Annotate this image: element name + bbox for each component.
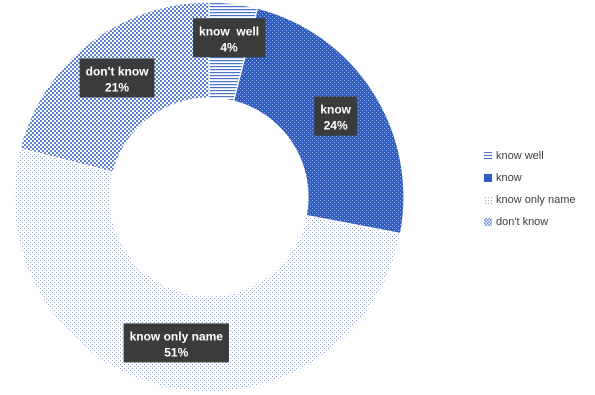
legend-item-know: know xyxy=(484,167,576,189)
legend-label-know: know xyxy=(496,172,522,184)
legend-label-know-only-name: know only name xyxy=(496,194,576,206)
data-label-know: know 24% xyxy=(314,96,357,136)
data-label-category: know only name xyxy=(130,329,224,343)
legend-label-know-well: know well xyxy=(496,150,544,162)
data-labels: know well 4% know 24% know only name 51% don't… xyxy=(79,18,357,363)
legend-label-dont-know: don't know xyxy=(496,216,549,228)
legend-swatch-know-well xyxy=(484,152,492,160)
data-label-don-t-know: don't know 21% xyxy=(79,58,155,98)
legend-swatch-know xyxy=(484,174,492,182)
data-label-value: 4% xyxy=(220,40,238,54)
data-label-background xyxy=(314,96,357,136)
data-label-background xyxy=(193,18,266,58)
data-label-know-well: know well 4% xyxy=(193,18,266,58)
legend-swatch-know-only-name xyxy=(484,196,492,204)
data-label-know-only-name: know only name 51% xyxy=(123,323,229,363)
data-label-value: 24% xyxy=(324,119,348,133)
data-label-category: know well xyxy=(199,24,259,38)
data-label-value: 21% xyxy=(105,80,129,94)
data-label-value: 51% xyxy=(164,345,188,359)
data-label-category: don't know xyxy=(86,64,150,78)
legend-swatch-dont-know xyxy=(484,218,492,226)
data-label-background xyxy=(79,58,155,98)
legend: know well know know only name don't know xyxy=(484,145,576,233)
data-label-background xyxy=(123,323,229,363)
legend-item-know-well: know well xyxy=(484,145,576,167)
slice-know-only-name xyxy=(13,147,402,393)
data-label-category: know xyxy=(320,103,351,117)
legend-item-know-only-name: know only name xyxy=(484,189,576,211)
legend-item-dont-know: don't know xyxy=(484,211,576,233)
